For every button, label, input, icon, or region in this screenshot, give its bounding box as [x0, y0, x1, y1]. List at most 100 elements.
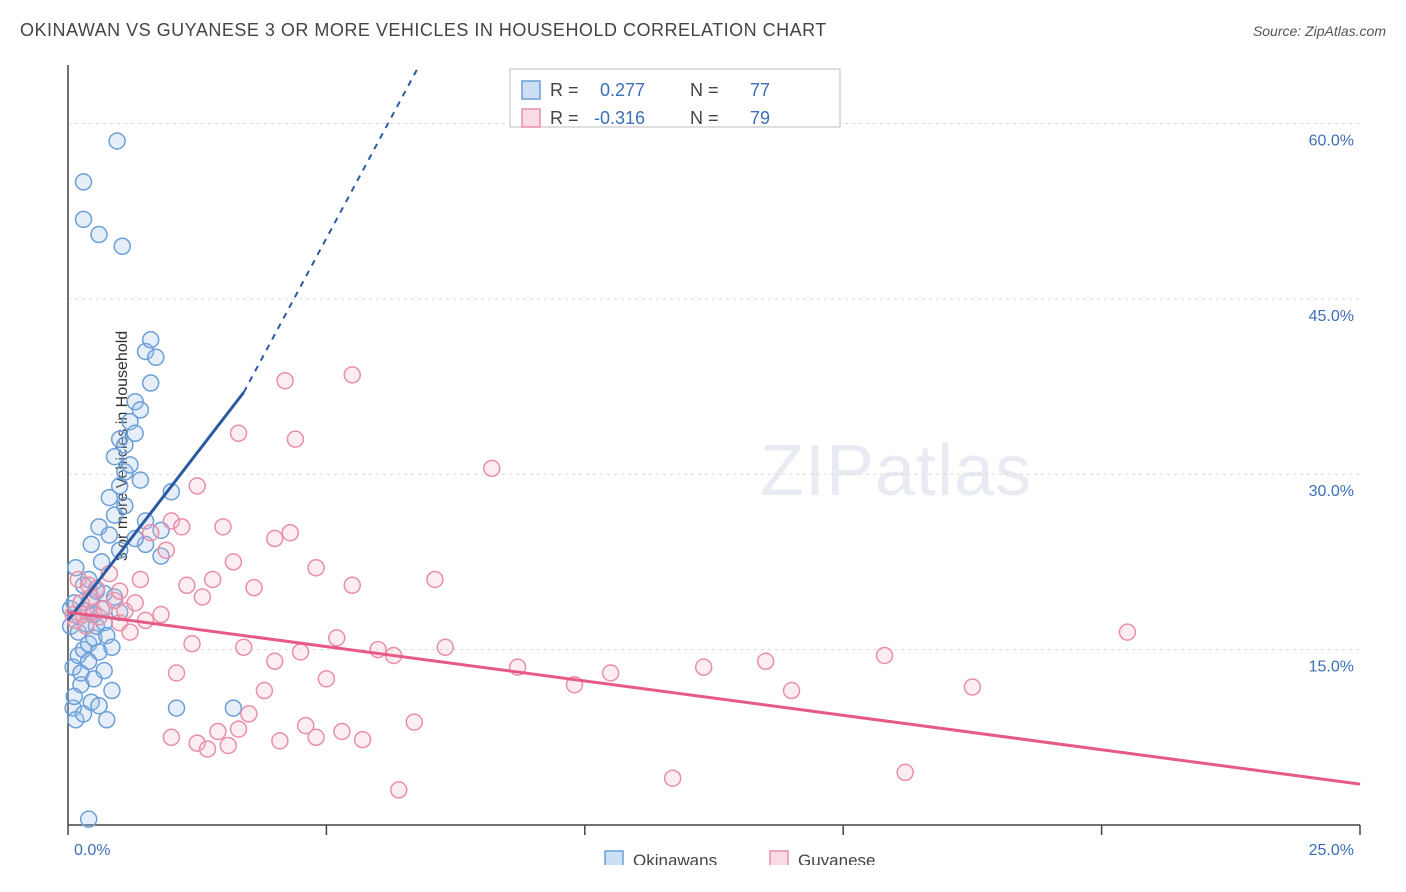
data-point — [163, 729, 179, 745]
data-point — [308, 560, 324, 576]
data-point — [169, 665, 185, 681]
svg-text:R =: R = — [550, 108, 579, 128]
svg-text:30.0%: 30.0% — [1309, 483, 1354, 500]
data-point — [200, 741, 216, 757]
data-point — [267, 531, 283, 547]
data-point — [194, 589, 210, 605]
data-point — [603, 665, 619, 681]
data-point — [484, 460, 500, 476]
data-point — [101, 527, 117, 543]
data-point — [231, 721, 247, 737]
data-point — [117, 498, 133, 514]
data-point — [132, 472, 148, 488]
data-point — [169, 700, 185, 716]
svg-text:-0.316: -0.316 — [594, 108, 645, 128]
data-point — [267, 653, 283, 669]
data-point — [109, 133, 125, 149]
svg-text:N =: N = — [690, 108, 719, 128]
data-point — [220, 737, 236, 753]
scatter-chart: 15.0% 30.0% 45.0% 60.0% 0.0% 25.0% R = 0.277 N =… — [50, 55, 1380, 865]
svg-text:25.0%: 25.0% — [1309, 842, 1354, 859]
data-point — [127, 595, 143, 611]
data-point — [83, 536, 99, 552]
svg-text:0.277: 0.277 — [600, 80, 645, 100]
data-point — [66, 688, 82, 704]
data-point — [241, 706, 257, 722]
data-point — [293, 644, 309, 660]
data-point — [877, 647, 893, 663]
legend-label: Okinawans — [633, 851, 717, 865]
svg-text:45.0%: 45.0% — [1309, 308, 1354, 325]
data-point — [174, 519, 190, 535]
data-point — [355, 732, 371, 748]
data-point — [143, 375, 159, 391]
data-point — [99, 712, 115, 728]
svg-text:N =: N = — [690, 80, 719, 100]
data-point — [143, 332, 159, 348]
data-point — [696, 659, 712, 675]
data-point — [210, 723, 226, 739]
data-point — [127, 425, 143, 441]
data-point — [132, 571, 148, 587]
svg-text:R =: R = — [550, 80, 579, 100]
svg-text:60.0%: 60.0% — [1309, 132, 1354, 149]
data-point — [437, 639, 453, 655]
data-point — [205, 571, 221, 587]
svg-text:15.0%: 15.0% — [1309, 659, 1354, 676]
data-point — [391, 782, 407, 798]
data-point — [406, 714, 422, 730]
data-point — [277, 373, 293, 389]
data-point — [231, 425, 247, 441]
data-point — [153, 607, 169, 623]
svg-text:77: 77 — [750, 80, 770, 100]
data-point — [784, 683, 800, 699]
svg-text:0.0%: 0.0% — [74, 842, 110, 859]
data-point — [256, 683, 272, 699]
data-point — [104, 639, 120, 655]
data-point — [91, 227, 107, 243]
data-point — [114, 238, 130, 254]
data-point — [758, 653, 774, 669]
source-label: Source: ZipAtlas.com — [1253, 23, 1386, 39]
data-point — [158, 542, 174, 558]
plot-area: 15.0% 30.0% 45.0% 60.0% 0.0% 25.0% R = 0.277 N =… — [50, 55, 1380, 865]
data-point — [104, 683, 120, 699]
data-point — [287, 431, 303, 447]
data-point — [225, 700, 241, 716]
legend-swatch — [605, 851, 623, 865]
data-point — [964, 679, 980, 695]
data-point — [122, 457, 138, 473]
data-point — [143, 525, 159, 541]
chart-title: OKINAWAN VS GUYANESE 3 OR MORE VEHICLES … — [20, 20, 827, 41]
legend-label: Guyanese — [798, 851, 876, 865]
data-point — [225, 554, 241, 570]
data-point — [665, 770, 681, 786]
data-point — [1119, 624, 1135, 640]
legend-swatch — [770, 851, 788, 865]
data-point — [272, 733, 288, 749]
data-point — [308, 729, 324, 745]
data-point — [184, 636, 200, 652]
data-point — [189, 478, 205, 494]
data-point — [76, 174, 92, 190]
data-point — [334, 723, 350, 739]
data-point — [132, 402, 148, 418]
data-point — [76, 211, 92, 227]
data-point — [148, 349, 164, 365]
data-point — [236, 639, 252, 655]
data-point — [282, 525, 298, 541]
data-point — [81, 811, 97, 827]
svg-text:79: 79 — [750, 108, 770, 128]
data-point — [897, 764, 913, 780]
data-point — [344, 577, 360, 593]
data-point — [427, 571, 443, 587]
data-point — [215, 519, 231, 535]
data-point — [122, 624, 138, 640]
data-point — [246, 580, 262, 596]
data-point — [329, 630, 345, 646]
data-point — [112, 583, 128, 599]
data-point — [318, 671, 334, 687]
data-point — [96, 663, 112, 679]
data-point — [179, 577, 195, 593]
data-point — [344, 367, 360, 383]
